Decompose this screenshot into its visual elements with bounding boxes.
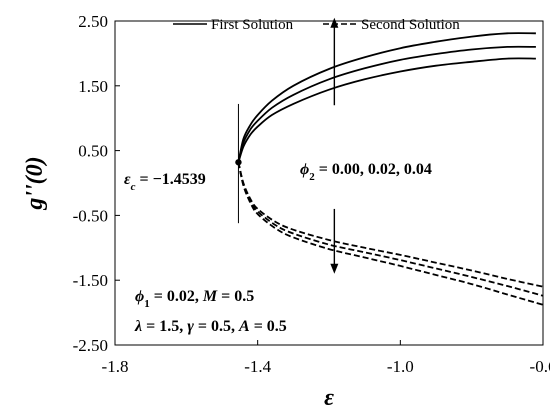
y-tick-label: -1.50 <box>73 271 108 290</box>
arrow-down <box>330 208 339 274</box>
y-tick-label: -0.50 <box>73 206 108 225</box>
plot-frame <box>114 20 544 346</box>
annotation-phi1-M: ϕ1 = 0.02, M = 0.5 <box>135 288 254 310</box>
legend-label-second: Second Solution <box>361 17 460 33</box>
arrow-up <box>330 17 339 106</box>
first-solution-line <box>237 57 536 163</box>
x-axis-title: ε <box>324 385 334 411</box>
x-axis-ticks: -1.8 -1.4 -1.0 -0.6 <box>102 340 550 376</box>
second-solution-line <box>237 162 543 306</box>
annotation-phi2: ϕ2 = 0.00, 0.02, 0.04 <box>300 161 432 183</box>
y-tick-label: 0.50 <box>78 142 108 161</box>
y-tick-label: -2.50 <box>73 336 108 355</box>
x-tick-label: -1.8 <box>102 357 129 376</box>
annotation-lambda-gamma-A: λ = 1.5, γ = 0.5, A = 0.5 <box>134 318 287 335</box>
annotation-critical-epsilon: εc = −1.4539 <box>124 171 206 193</box>
x-tick-label: -1.4 <box>244 357 271 376</box>
first-solution-line <box>237 45 536 163</box>
y-axis-title: g''(0) <box>22 156 48 210</box>
x-tick-label: -0.6 <box>530 357 550 376</box>
y-tick-label: 2.50 <box>78 12 108 31</box>
critical-point-marker <box>235 159 242 166</box>
series-layer <box>237 32 543 306</box>
legend-label-first: First Solution <box>211 17 294 33</box>
legend: First Solution Second Solution <box>173 17 460 33</box>
x-tick-label: -1.0 <box>387 357 414 376</box>
y-axis-ticks: 2.50 1.50 0.50 -0.50 -1.50 -2.50 <box>73 12 120 355</box>
y-tick-label: 1.50 <box>78 77 108 96</box>
first-solution-line <box>237 32 536 163</box>
second-solution-line <box>237 162 543 288</box>
